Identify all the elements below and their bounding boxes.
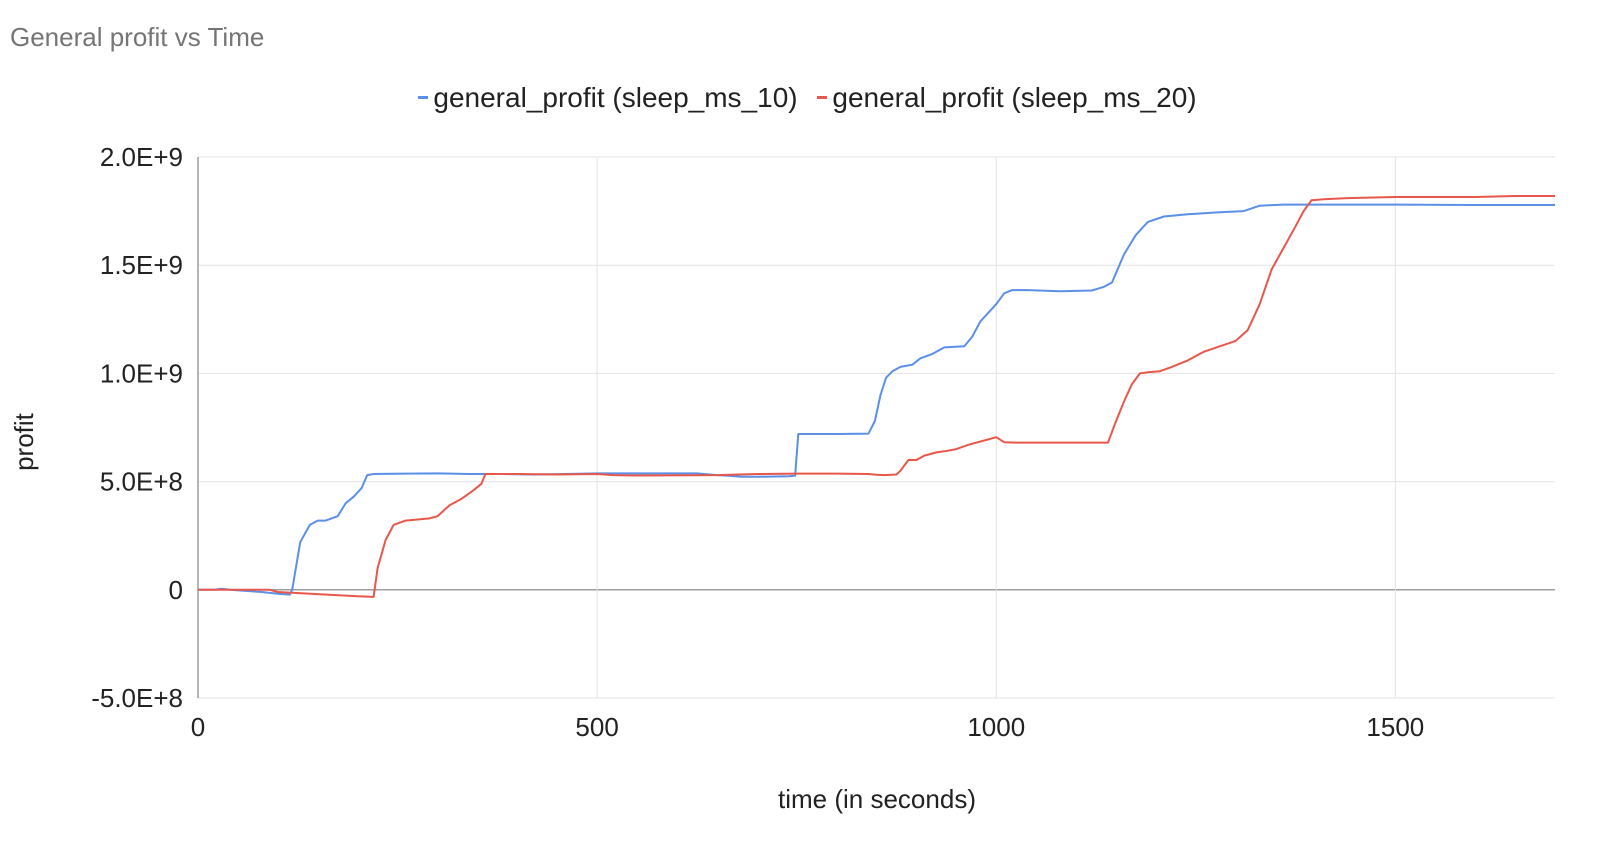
legend-item-series-1[interactable]: general_profit (sleep_ms_10) [418, 82, 798, 114]
x-tick-label: 1500 [1366, 712, 1424, 742]
legend-swatch-series-1 [418, 96, 429, 100]
x-tick-label: 500 [575, 712, 618, 742]
y-tick-labels: -5.0E+8 0 5.0E+8 1.0E+9 1.5E+9 2.0E+9 [91, 142, 183, 713]
y-tick-label: 2.0E+9 [100, 142, 183, 172]
y-tick-label: 0 [169, 575, 183, 605]
x-tick-label: 0 [191, 712, 205, 742]
legend-label-series-2: general_profit (sleep_ms_20) [832, 82, 1197, 113]
gridlines [197, 156, 1555, 699]
legend-label-series-1: general_profit (sleep_ms_10) [433, 82, 798, 113]
x-axis-title: time (in seconds) [778, 784, 976, 814]
y-axis-title: profit [9, 412, 39, 471]
legend-item-series-2[interactable]: general_profit (sleep_ms_20) [817, 82, 1197, 114]
y-tick-label: -5.0E+8 [91, 683, 183, 713]
y-tick-label: 1.0E+9 [100, 358, 183, 388]
series-lines [198, 195, 1555, 598]
x-tick-label: 1000 [967, 712, 1025, 742]
legend-swatch-series-2 [817, 96, 828, 100]
y-tick-label: 5.0E+8 [100, 467, 183, 497]
x-tick-labels: 0 500 1000 1500 [191, 712, 1425, 742]
y-tick-label: 1.5E+9 [100, 250, 183, 280]
series-line-2[interactable] [198, 195, 1555, 598]
chart-title: General profit vs Time [10, 22, 265, 52]
legend: general_profit (sleep_ms_10) general_pro… [0, 82, 1615, 114]
series-line-1[interactable] [198, 203, 1555, 596]
